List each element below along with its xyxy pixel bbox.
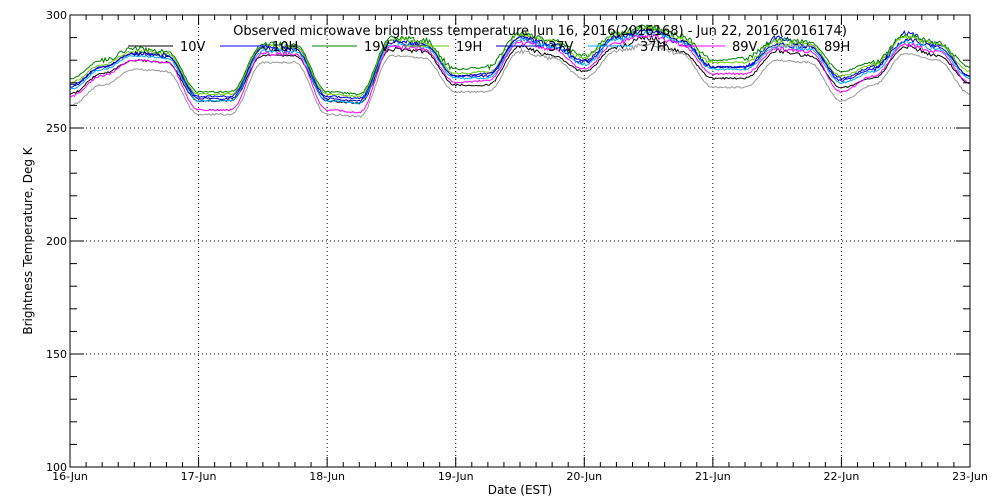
plot-background bbox=[70, 15, 970, 467]
legend-label: 19H bbox=[456, 40, 482, 55]
y-tick-label: 300 bbox=[46, 9, 67, 22]
x-tick-label: 21-Jun bbox=[695, 470, 731, 483]
x-axis-label: Date (EST) bbox=[488, 483, 552, 497]
ticks: 16-Jun 17-Jun 18-Jun 19-Jun 20-Jun 21-Jun 22-J… bbox=[46, 9, 988, 483]
legend: 10V 10H 19V 19H 37V 37H 89V 89H bbox=[128, 40, 850, 55]
legend-label: 37V bbox=[548, 40, 574, 55]
chart-title: Observed microwave brightness temperatur… bbox=[233, 24, 847, 39]
x-tick-label: 17-Jun bbox=[181, 470, 217, 483]
x-tick-label: 23-Jun bbox=[952, 470, 988, 483]
series-line-19v bbox=[69, 24, 971, 96]
y-axis-label: Brightness Temperature, Deg K bbox=[21, 146, 35, 334]
y-tick-label: 200 bbox=[46, 235, 67, 248]
legend-label: 89V bbox=[732, 40, 758, 55]
x-tick-label: 18-Jun bbox=[309, 470, 345, 483]
x-tick-label: 16-Jun bbox=[52, 470, 88, 483]
legend-label: 10V bbox=[180, 40, 206, 55]
y-tick-label: 150 bbox=[46, 348, 67, 361]
series-line-89h bbox=[69, 41, 971, 118]
x-tick-label: 19-Jun bbox=[438, 470, 474, 483]
legend-label: 37H bbox=[640, 40, 666, 55]
y-tick-label: 100 bbox=[46, 461, 67, 474]
legend-label: 89H bbox=[824, 40, 850, 55]
series-line-89v bbox=[69, 32, 971, 114]
y-tick-label: 250 bbox=[46, 122, 67, 135]
series-lines bbox=[69, 24, 971, 118]
legend-label: 10H bbox=[272, 40, 298, 55]
series-line-37h bbox=[69, 30, 971, 105]
legend-label: 19V bbox=[364, 40, 390, 55]
x-tick-label: 20-Jun bbox=[566, 470, 602, 483]
grid bbox=[70, 15, 970, 467]
x-tick-label: 22-Jun bbox=[824, 470, 860, 483]
series-line-37v bbox=[69, 28, 971, 103]
